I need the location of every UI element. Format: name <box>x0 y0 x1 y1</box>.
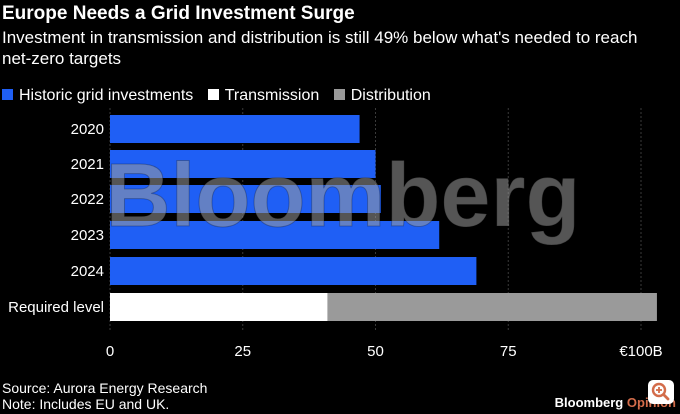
category-labels: 2020 2021 2022 2023 2024 Required level <box>8 121 104 316</box>
legend-swatch-historic <box>2 89 13 100</box>
bars <box>110 115 657 321</box>
bar-historic-grid-investments-0 <box>110 115 360 143</box>
bar-distribution-5 <box>327 293 657 321</box>
bar-historic-grid-investments-2 <box>110 185 381 213</box>
chart-subtitle: Investment in transmission and distribut… <box>2 28 638 68</box>
source-note: Source: Aurora Energy Research <box>2 380 208 396</box>
chart-title: Europe Needs a Grid Investment Surge <box>2 3 355 24</box>
category-label-3: 2023 <box>71 227 104 244</box>
bar-historic-grid-investments-1 <box>110 150 376 178</box>
legend-item-historic: Historic grid investments <box>2 87 193 105</box>
x-tick-label-75: 75 <box>500 343 517 360</box>
legend-label-transmission: Transmission <box>224 87 320 104</box>
category-label-5: Required level <box>8 299 104 316</box>
legend-label-historic: Historic grid investments <box>19 87 194 104</box>
bar-historic-grid-investments-4 <box>110 257 477 285</box>
category-label-2: 2022 <box>71 191 104 208</box>
data-note: Note: Includes EU and UK. <box>2 396 170 412</box>
bar-historic-grid-investments-3 <box>110 221 440 249</box>
category-label-4: 2024 <box>71 263 104 280</box>
legend-item-transmission: Transmission <box>207 87 320 105</box>
x-tick-label-0: 0 <box>106 343 114 360</box>
brand-main: Bloomberg <box>554 395 624 410</box>
legend-item-distribution: Distribution <box>333 87 431 105</box>
legend-swatch-distribution <box>333 89 345 100</box>
x-tick-label-100: €100B <box>619 343 662 360</box>
category-label-1: 2021 <box>71 156 104 173</box>
category-label-0: 2020 <box>71 121 104 138</box>
zoom-button[interactable] <box>648 380 674 404</box>
watermark-text: Bloomberg <box>105 146 580 246</box>
legend-label-distribution: Distribution <box>350 87 431 104</box>
zoom-in-icon <box>651 382 670 401</box>
bar-transmission-5 <box>110 293 328 321</box>
x-axis-ticks: 0 25 50 75 €100B <box>106 343 663 360</box>
x-tick-label-25: 25 <box>234 343 251 360</box>
legend-swatch-transmission <box>207 89 219 100</box>
legend: Historic grid investments Transmission D… <box>2 87 441 105</box>
x-tick-label-50: 50 <box>367 343 384 360</box>
